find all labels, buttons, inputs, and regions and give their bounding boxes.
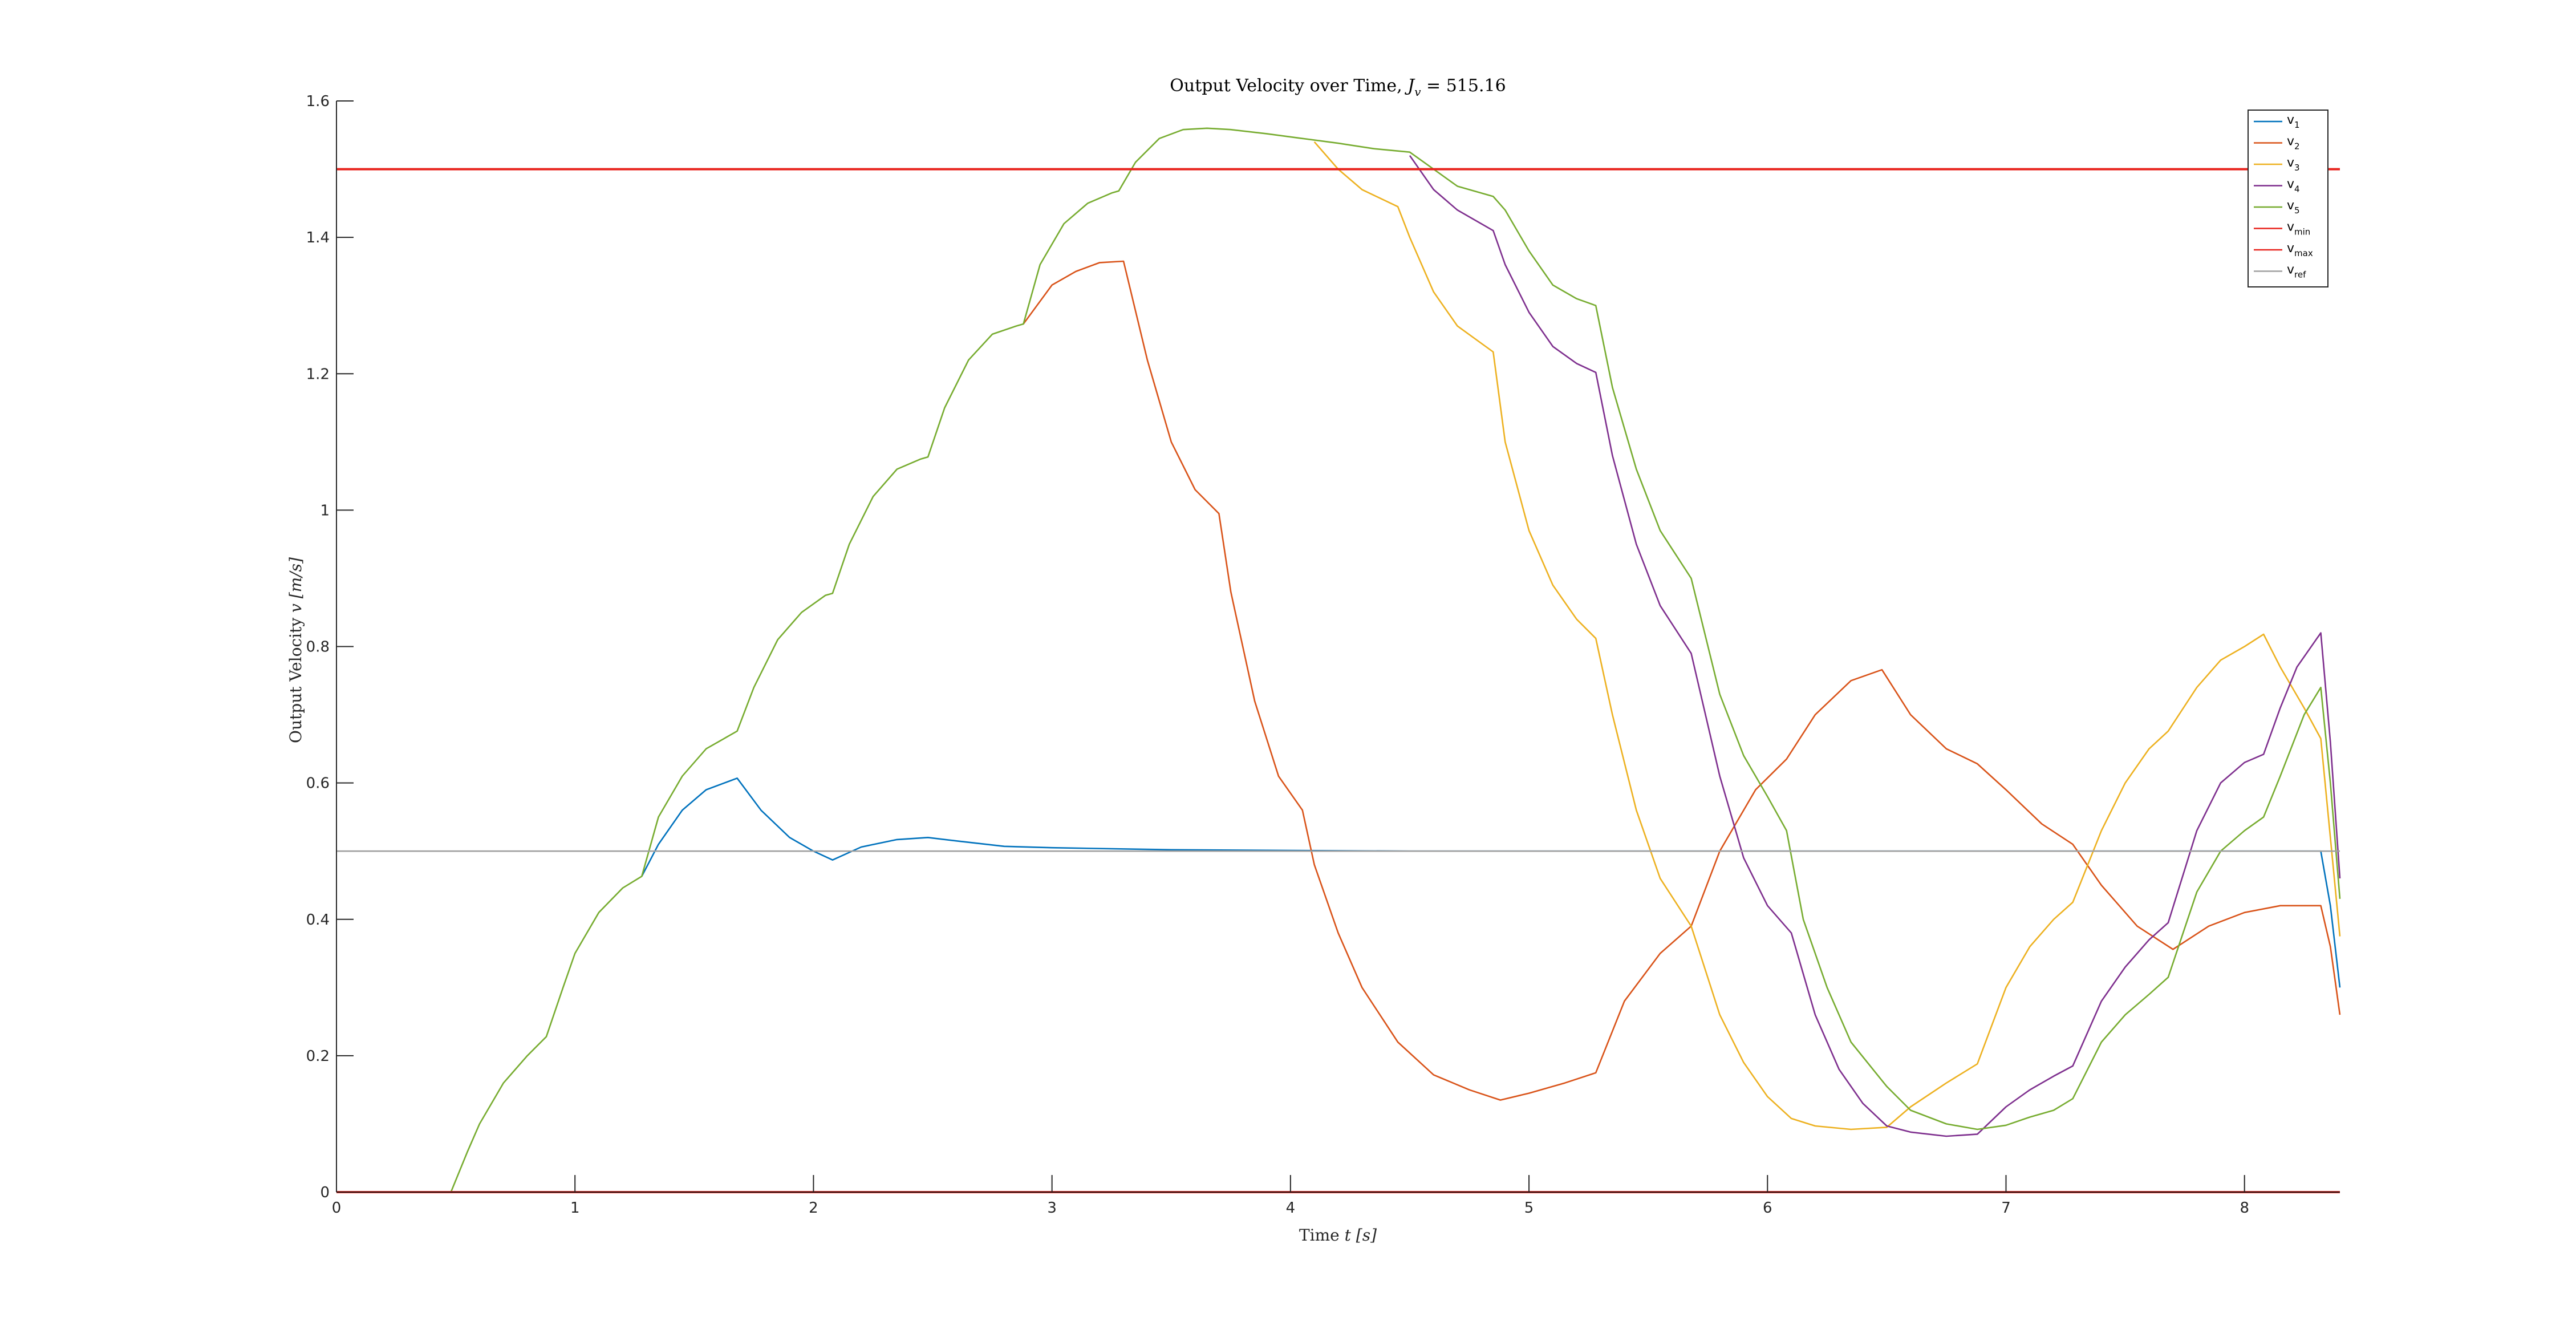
x-tick-label: 8 <box>2240 1200 2249 1217</box>
legend-entry-subscript: 3 <box>2294 163 2300 173</box>
legend-entry-symbol: v <box>2287 135 2294 149</box>
y-tick-label: 0.6 <box>306 775 330 792</box>
x-tick-label: 5 <box>1524 1200 1534 1217</box>
legend-entry-subscript: 5 <box>2294 205 2300 216</box>
legend-entry-symbol: v <box>2287 241 2294 256</box>
legend-box <box>2248 110 2328 287</box>
legend-entry-symbol: v <box>2287 263 2294 277</box>
x-tick-label: 6 <box>1763 1200 1772 1217</box>
series-line-v-3 <box>1313 141 2341 1131</box>
legend-entry-subscript: 2 <box>2294 141 2300 152</box>
x-tick-label: 1 <box>570 1200 580 1217</box>
y-tick-label: 1.2 <box>306 366 330 383</box>
legend-entry-subscript: ref <box>2294 270 2306 280</box>
axes: 0 1 2 3 4 5 6 7 8 0 0.2 0.4 0.6 0.8 1 1.2 1.4 1.6 <box>306 93 2340 1217</box>
x-axis-label-text: Time <box>1299 1226 1345 1245</box>
y-tick-label: 0.8 <box>306 639 330 656</box>
series-line-v-2 <box>1023 260 2341 1101</box>
legend-entry-v-5: v5 <box>2287 198 2300 216</box>
legend-entry-symbol: v <box>2287 156 2294 170</box>
legend-entry-symbol: v <box>2287 198 2294 213</box>
x-tick-label: 3 <box>1047 1200 1057 1217</box>
legend-entry-v-ref: vref <box>2287 263 2306 280</box>
legend-entry-symbol: v <box>2287 177 2294 192</box>
y-axis-label-text: Output Velocity <box>286 613 305 743</box>
y-tick-label: 0.4 <box>306 911 330 929</box>
chart-title-math-sub: v <box>1414 85 1421 99</box>
legend-entry-symbol: v <box>2287 113 2294 127</box>
legend-entry-v-max: vmax <box>2287 241 2313 258</box>
y-axis-label-math: v [m/s] <box>286 557 305 613</box>
legend-entry-subscript: 1 <box>2294 120 2300 130</box>
y-tick-label: 1 <box>320 502 330 519</box>
x-axis-label: Time t [s] <box>1299 1226 1377 1245</box>
chart-title-prefix: Output Velocity over Time, <box>1170 76 1407 96</box>
chart-title-value: = 515.16 <box>1421 76 1506 96</box>
y-tick-label: 0.2 <box>306 1048 330 1065</box>
x-tick-label: 4 <box>1286 1200 1296 1217</box>
chart-title: Output Velocity over Time, Jv = 515.16 <box>1170 76 1506 99</box>
legend-entry-subscript: 4 <box>2294 184 2300 195</box>
legend-entry-v-4: v4 <box>2287 177 2300 195</box>
plot-area <box>336 127 2341 1193</box>
y-tick-label: 1.6 <box>306 93 330 110</box>
legend-entry-symbol: v <box>2287 220 2294 234</box>
y-axis-label: Output Velocity v [m/s] <box>286 557 305 743</box>
series-line-v-1 <box>641 777 2341 988</box>
legend-entry-v-min: vmin <box>2287 220 2310 237</box>
series-line-v-5 <box>450 127 2341 1193</box>
series-line-v-4 <box>1409 155 2341 1137</box>
x-tick-label: 7 <box>2001 1200 2011 1217</box>
y-tick-label: 1.4 <box>306 229 330 246</box>
legend-entry-v-3: v3 <box>2287 156 2300 173</box>
x-tick-label: 0 <box>332 1200 342 1217</box>
legend-entry-v-1: v1 <box>2287 113 2300 130</box>
y-tick-label: 0 <box>320 1184 330 1201</box>
x-axis-label-math: t [s] <box>1345 1226 1377 1245</box>
x-tick-label: 2 <box>809 1200 818 1217</box>
legend-entry-v-2: v2 <box>2287 135 2300 152</box>
legend-entry-subscript: min <box>2294 227 2310 237</box>
legend-entry-subscript: max <box>2294 248 2313 258</box>
